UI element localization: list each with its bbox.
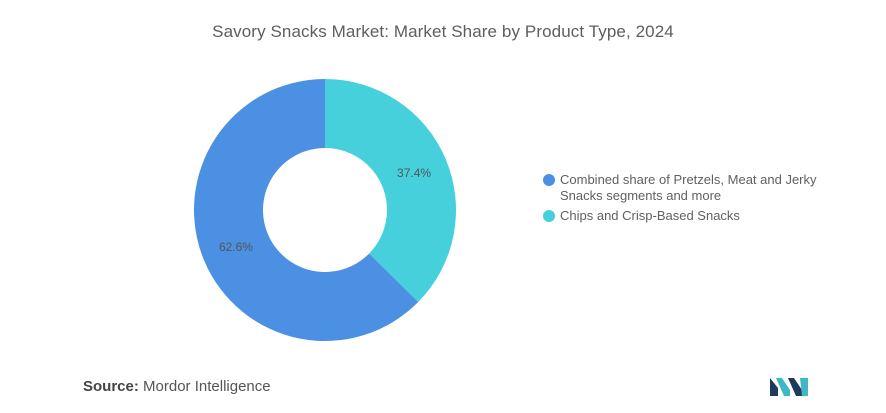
legend-swatch-combined	[543, 174, 555, 186]
legend-label-combined: Combined share of Pretzels, Meat and Jer…	[560, 172, 817, 203]
source-value: Mordor Intelligence	[143, 378, 271, 395]
legend-swatch-chips	[543, 210, 555, 222]
source-note: Source: Mordor Intelligence	[83, 378, 271, 395]
chart-legend: Combined share of Pretzels, Meat and Jer…	[543, 172, 833, 228]
donut-slice-combined	[193, 79, 419, 342]
slice-label-chips: 37.4%	[397, 166, 431, 180]
legend-item-combined: Combined share of Pretzels, Meat and Jer…	[543, 172, 833, 204]
mordor-intelligence-logo-icon	[770, 378, 808, 396]
slice-label-combined: 62.6%	[219, 240, 253, 254]
legend-item-chips: Chips and Crisp-Based Snacks	[543, 208, 833, 224]
donut-slice-labels: 37.4% 62.6%	[219, 166, 431, 254]
chart-title: Savory Snacks Market: Market Share by Pr…	[212, 22, 674, 41]
donut-slices	[193, 79, 456, 342]
donut-slice-chips	[325, 79, 456, 303]
source-label: Source:	[83, 378, 139, 395]
legend-label-chips: Chips and Crisp-Based Snacks	[560, 208, 740, 223]
